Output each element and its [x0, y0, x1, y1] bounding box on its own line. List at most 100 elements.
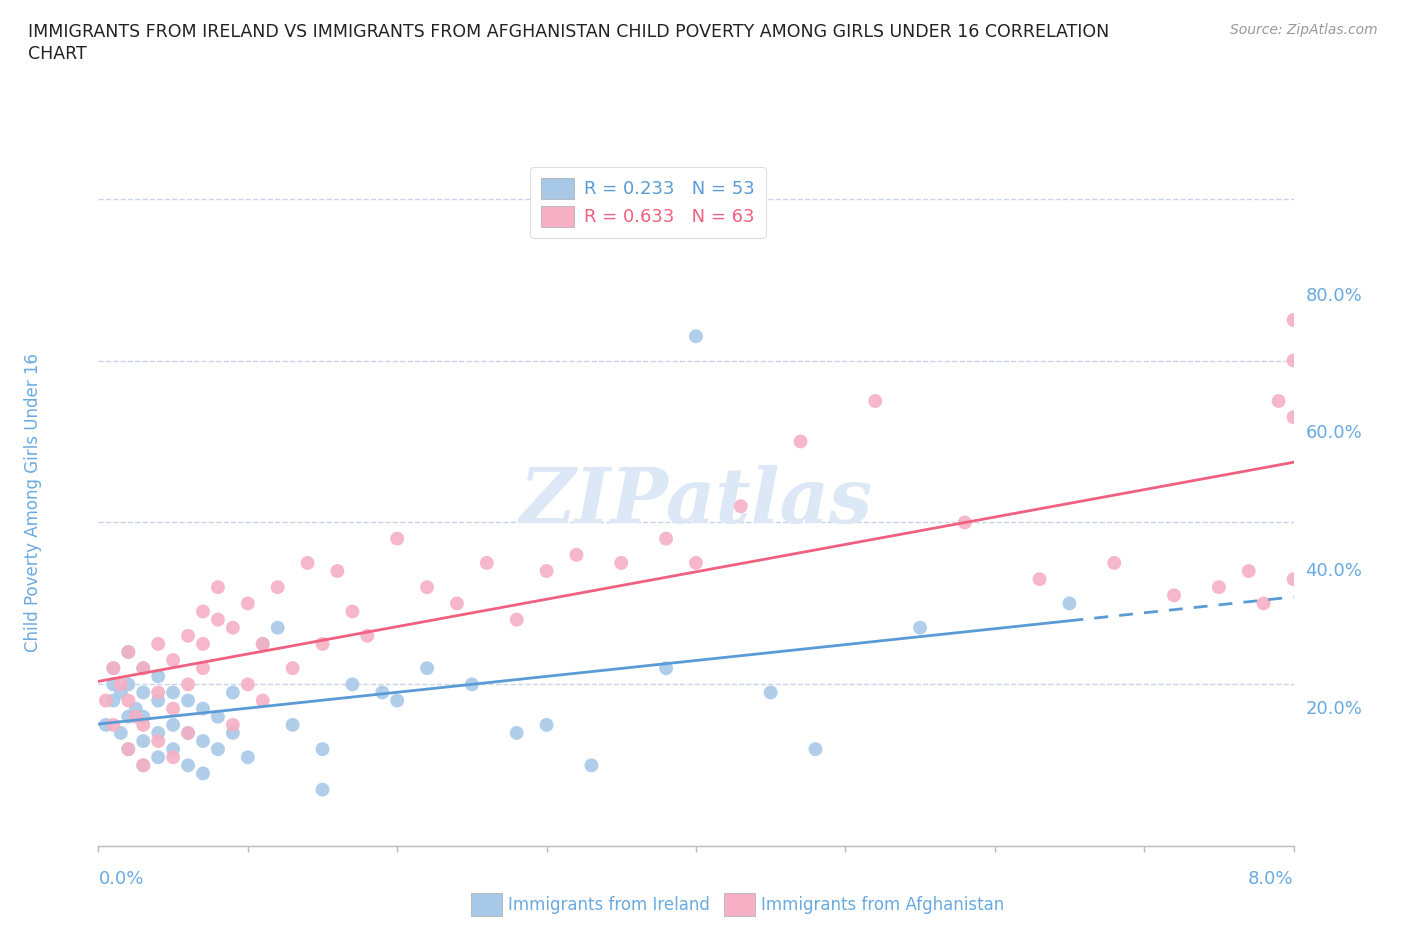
- Point: [132, 660, 155, 675]
- Point: [207, 579, 229, 594]
- Point: [281, 717, 304, 732]
- Point: [356, 629, 378, 644]
- Point: [117, 710, 139, 724]
- Point: [177, 758, 200, 773]
- Point: [371, 685, 394, 700]
- Point: [148, 685, 170, 700]
- Point: [103, 660, 125, 675]
- Point: [148, 750, 170, 764]
- Point: [177, 725, 200, 740]
- Point: [222, 620, 245, 635]
- Point: [222, 725, 245, 740]
- Point: [117, 693, 139, 708]
- Point: [730, 498, 752, 513]
- Point: [385, 693, 409, 708]
- Point: [685, 555, 707, 570]
- Point: [117, 677, 139, 692]
- Point: [207, 710, 229, 724]
- Point: [863, 393, 886, 408]
- Point: [475, 555, 498, 570]
- Text: 80.0%: 80.0%: [1305, 286, 1362, 305]
- Point: [132, 717, 155, 732]
- Point: [132, 758, 155, 773]
- Point: [385, 531, 409, 546]
- Point: [610, 555, 633, 570]
- Point: [1163, 588, 1185, 603]
- Point: [1028, 572, 1050, 587]
- Point: [162, 750, 184, 764]
- Point: [252, 693, 274, 708]
- Point: [297, 555, 319, 570]
- Point: [191, 660, 214, 675]
- Point: [117, 742, 139, 757]
- Point: [148, 734, 170, 749]
- Text: 0.0%: 0.0%: [98, 870, 143, 888]
- Point: [953, 515, 976, 530]
- Point: [148, 693, 170, 708]
- Point: [94, 717, 117, 732]
- Point: [103, 717, 125, 732]
- Text: 20.0%: 20.0%: [1305, 699, 1362, 718]
- Point: [1282, 312, 1305, 327]
- Text: 60.0%: 60.0%: [1305, 424, 1362, 443]
- Point: [117, 644, 139, 659]
- Point: [281, 660, 304, 675]
- Text: Immigrants from Ireland: Immigrants from Ireland: [508, 896, 710, 914]
- Point: [191, 636, 214, 651]
- Point: [236, 677, 259, 692]
- Point: [536, 717, 558, 732]
- Point: [506, 725, 529, 740]
- Point: [1208, 579, 1230, 594]
- Point: [132, 685, 155, 700]
- Point: [222, 717, 245, 732]
- Point: [685, 329, 707, 344]
- Point: [1267, 393, 1289, 408]
- Point: [125, 701, 148, 716]
- Point: [1282, 572, 1305, 587]
- Point: [162, 742, 184, 757]
- Point: [252, 636, 274, 651]
- Point: [655, 660, 678, 675]
- Point: [162, 653, 184, 668]
- Point: [236, 596, 259, 611]
- Point: [236, 750, 259, 764]
- Point: [581, 758, 603, 773]
- Text: IMMIGRANTS FROM IRELAND VS IMMIGRANTS FROM AFGHANISTAN CHILD POVERTY AMONG GIRLS: IMMIGRANTS FROM IRELAND VS IMMIGRANTS FR…: [28, 23, 1109, 41]
- Point: [1102, 555, 1125, 570]
- Point: [267, 579, 290, 594]
- Point: [207, 742, 229, 757]
- Point: [110, 685, 132, 700]
- Point: [446, 596, 468, 611]
- Point: [252, 636, 274, 651]
- Point: [506, 612, 529, 627]
- Point: [1282, 353, 1305, 368]
- Point: [125, 710, 148, 724]
- Point: [311, 636, 333, 651]
- Point: [103, 693, 125, 708]
- Text: Source: ZipAtlas.com: Source: ZipAtlas.com: [1230, 23, 1378, 37]
- Point: [117, 742, 139, 757]
- Point: [461, 677, 484, 692]
- Point: [177, 693, 200, 708]
- Point: [191, 766, 214, 781]
- Text: CHART: CHART: [28, 45, 87, 62]
- Point: [103, 677, 125, 692]
- Point: [1237, 564, 1260, 578]
- Point: [94, 693, 117, 708]
- Point: [148, 669, 170, 684]
- Point: [177, 629, 200, 644]
- Point: [207, 612, 229, 627]
- Text: 40.0%: 40.0%: [1305, 562, 1362, 580]
- Point: [908, 620, 931, 635]
- Point: [132, 710, 155, 724]
- Point: [416, 660, 439, 675]
- Point: [655, 531, 678, 546]
- Text: Immigrants from Afghanistan: Immigrants from Afghanistan: [761, 896, 1004, 914]
- Point: [162, 685, 184, 700]
- Point: [103, 660, 125, 675]
- Point: [326, 564, 349, 578]
- Point: [162, 701, 184, 716]
- Point: [222, 685, 245, 700]
- Point: [311, 742, 333, 757]
- Point: [1282, 410, 1305, 425]
